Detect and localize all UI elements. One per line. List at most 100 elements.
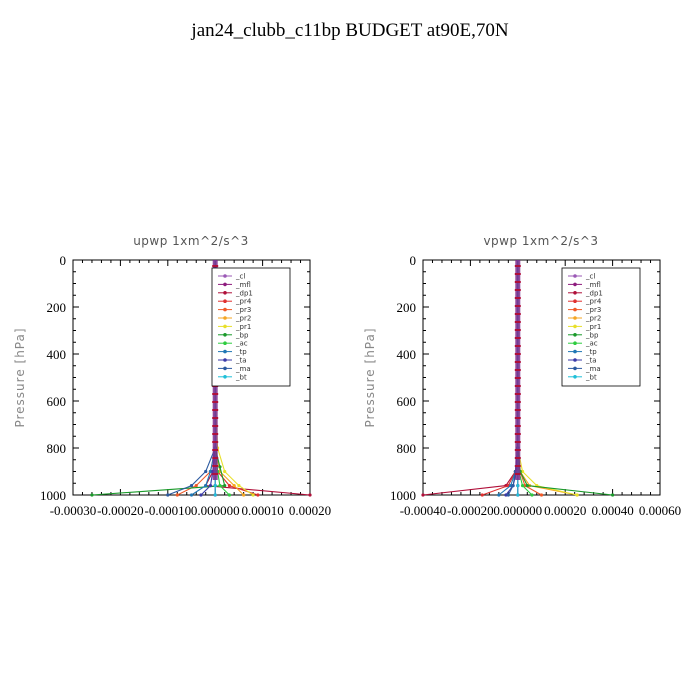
y-tick-label: 200 bbox=[47, 300, 67, 315]
data-point bbox=[525, 484, 529, 488]
data-point bbox=[232, 484, 236, 488]
y-axis-label: Pressure [hPa] bbox=[363, 327, 377, 427]
data-point bbox=[520, 484, 525, 488]
y-tick-label: 800 bbox=[47, 441, 67, 456]
x-tick-label: 0.000000 bbox=[191, 503, 240, 518]
legend-marker bbox=[573, 349, 577, 354]
legend-marker bbox=[573, 341, 577, 346]
legend-label: _ac bbox=[585, 340, 598, 348]
y-tick-label: 400 bbox=[397, 347, 417, 362]
legend-marker bbox=[223, 341, 227, 346]
x-tick-label: -0.00030 bbox=[50, 503, 97, 518]
x-tick-label: -0.00010 bbox=[145, 503, 192, 518]
legend-marker bbox=[223, 375, 227, 379]
data-point bbox=[251, 493, 255, 497]
legend-label: _pr4 bbox=[235, 298, 252, 306]
legend-marker bbox=[223, 366, 227, 371]
chart-title: vpwp 1xm^2/s^3 bbox=[483, 234, 598, 248]
legend-label: _bp bbox=[585, 331, 599, 339]
x-tick-label: -0.00020 bbox=[97, 503, 144, 518]
legend-label: _mfl bbox=[235, 281, 251, 289]
x-tick-label: 0.00060 bbox=[639, 503, 681, 518]
series-line bbox=[177, 260, 216, 496]
data-point bbox=[520, 469, 525, 474]
data-point bbox=[227, 493, 232, 497]
data-point bbox=[223, 469, 227, 474]
x-tick-label: -0.00020 bbox=[447, 503, 494, 518]
legend-label: _tp bbox=[235, 348, 247, 356]
data-point bbox=[308, 493, 312, 497]
data-point bbox=[208, 484, 213, 488]
data-point bbox=[516, 484, 520, 488]
data-point bbox=[256, 493, 260, 497]
legend-marker bbox=[223, 349, 227, 354]
data-point bbox=[90, 493, 94, 497]
legend-label: _dp1 bbox=[235, 289, 253, 297]
chart-panel-1: upwp 1xm^2/s^3 Pressure [hPa] 0 200 400 600 80… bbox=[13, 234, 331, 518]
x-tick-label: 0.00010 bbox=[241, 503, 283, 518]
data-point bbox=[237, 484, 241, 488]
legend: _cl_mfl_dp1_pr4_pr3_pr2_pr1_bp_ac_tp_ta_… bbox=[561, 267, 641, 387]
legend-label: _pr2 bbox=[235, 315, 251, 323]
legend-label: _pr3 bbox=[585, 306, 601, 314]
legend-marker bbox=[573, 316, 577, 320]
legend-label: _ma bbox=[585, 365, 601, 373]
data-point bbox=[204, 484, 208, 488]
legend-marker bbox=[223, 316, 227, 320]
data-point bbox=[227, 484, 232, 488]
legend-label: _mfl bbox=[585, 281, 601, 289]
y-tick-label: 1000 bbox=[390, 488, 416, 503]
data-point bbox=[175, 493, 179, 497]
data-point bbox=[530, 493, 534, 497]
data-point bbox=[516, 493, 520, 497]
legend-label: _ta bbox=[235, 357, 247, 365]
legend-marker bbox=[573, 307, 577, 312]
legend-marker bbox=[223, 282, 227, 287]
y-tick-label: 400 bbox=[47, 347, 67, 362]
data-point bbox=[511, 484, 515, 488]
legend-marker bbox=[223, 333, 227, 337]
legend-label: _cl bbox=[235, 273, 245, 281]
legend-label: _pr3 bbox=[235, 306, 251, 314]
data-point bbox=[509, 484, 513, 488]
legend-marker bbox=[223, 274, 227, 278]
series-line bbox=[167, 260, 216, 496]
data-point bbox=[213, 493, 217, 497]
legend-marker bbox=[223, 299, 227, 304]
data-point bbox=[242, 493, 246, 497]
legend-label: _cl bbox=[585, 273, 595, 281]
legend-label: _tp bbox=[585, 348, 597, 356]
y-tick-label: 200 bbox=[397, 300, 417, 315]
data-point bbox=[213, 484, 217, 488]
legend-label: _ma bbox=[235, 365, 251, 373]
x-tick-label: 0.00020 bbox=[289, 503, 331, 518]
chart-panel-2: vpwp 1xm^2/s^3 Pressure [hPa] 0 200 400 600 80… bbox=[363, 234, 681, 518]
y-axis-label: Pressure [hPa] bbox=[13, 327, 27, 427]
legend-marker bbox=[573, 291, 577, 295]
legend-marker bbox=[223, 324, 227, 329]
legend-marker bbox=[573, 358, 577, 362]
legend-label: _bt bbox=[585, 373, 597, 381]
legend-label: _pr1 bbox=[235, 323, 251, 331]
data-point bbox=[194, 484, 198, 488]
data-point bbox=[218, 465, 222, 469]
y-tick-label: 1000 bbox=[40, 488, 66, 503]
legend-label: _ac bbox=[235, 340, 248, 348]
chart-title: upwp 1xm^2/s^3 bbox=[133, 234, 249, 248]
x-tick-label: -0.00040 bbox=[400, 503, 447, 518]
series-line bbox=[91, 260, 226, 496]
data-point bbox=[504, 493, 508, 497]
data-point bbox=[611, 493, 615, 497]
y-tick-label: 800 bbox=[397, 441, 417, 456]
legend-marker bbox=[573, 299, 577, 304]
data-point bbox=[223, 484, 227, 488]
legend-marker bbox=[573, 375, 577, 379]
legend-marker bbox=[223, 358, 227, 362]
series-line bbox=[517, 260, 542, 496]
y-tick-label: 600 bbox=[397, 394, 417, 409]
legend-marker bbox=[573, 324, 577, 329]
legend-marker bbox=[573, 333, 577, 337]
x-tick-label: 0.000000 bbox=[493, 503, 542, 518]
x-tick-label: 0.00020 bbox=[544, 503, 586, 518]
